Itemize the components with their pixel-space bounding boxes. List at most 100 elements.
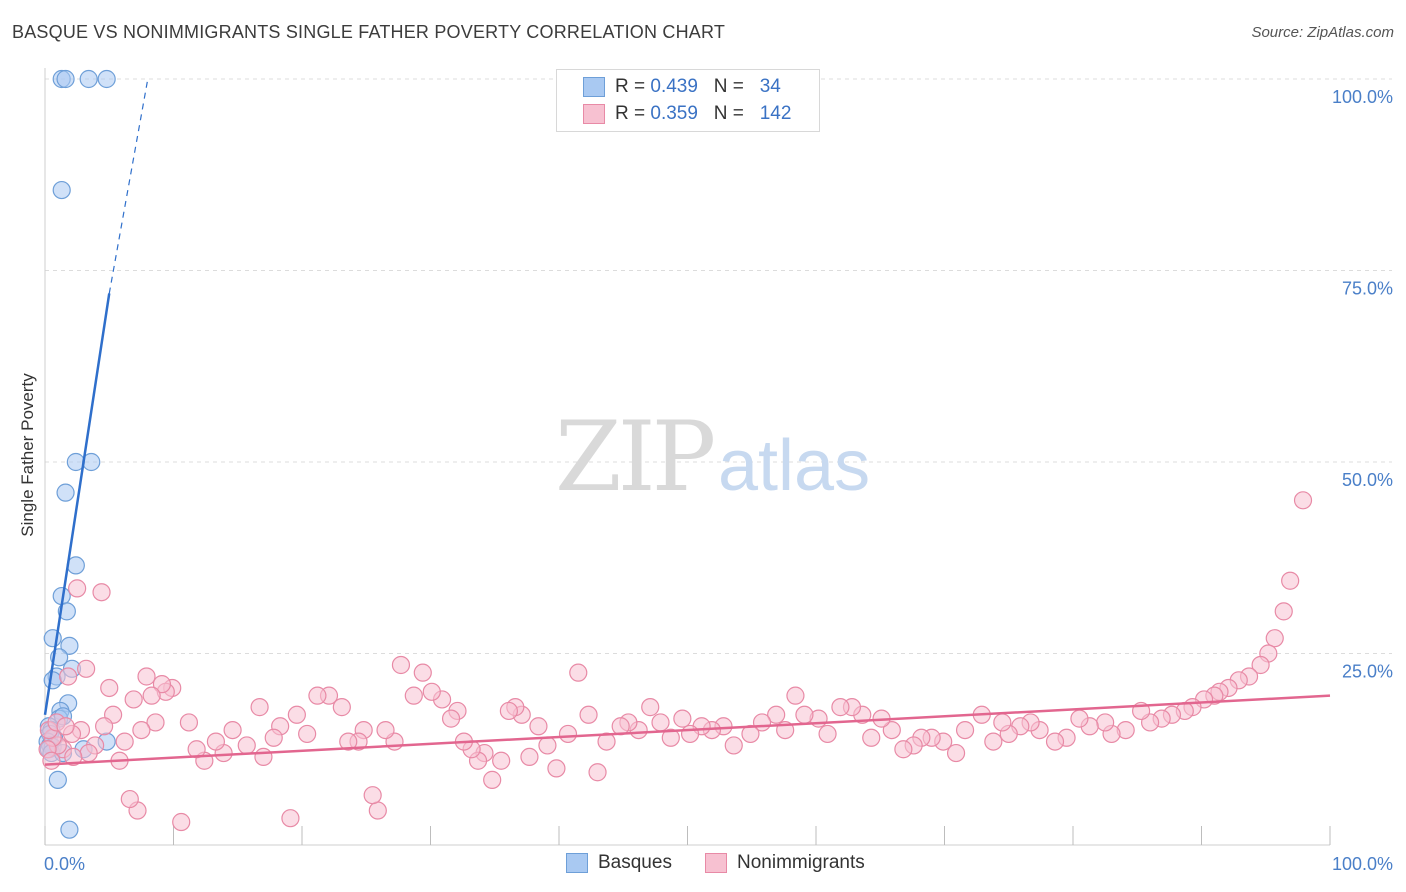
grid-lines [45,78,1392,654]
point-nonimmigrants [100,678,119,698]
point-nonimmigrants [1274,602,1293,621]
point-nonimmigrants [492,751,511,770]
point-nonimmigrants [339,732,358,751]
stats-swatch-basques [583,77,605,97]
point-nonimmigrants [250,698,269,717]
legend-swatch-nonimmigrants [705,853,727,873]
point-basques [97,69,116,89]
point-nonimmigrants [680,724,700,744]
point-nonimmigrants [831,698,850,717]
legend-label: Basques [598,852,672,873]
point-nonimmigrants [124,690,143,709]
point-nonimmigrants [818,724,837,744]
legend-swatch-basques [566,853,588,873]
point-nonimmigrants [441,709,461,728]
x-tick-label-start: 0.0% [44,854,85,874]
point-nonimmigrants [237,736,256,755]
point-nonimmigrants [795,705,814,724]
stats-swatch-nonimmigrants [583,104,605,124]
point-nonimmigrants [984,732,1003,751]
point-nonimmigrants [422,682,441,701]
point-nonimmigrants [955,720,975,740]
point-nonimmigrants [376,720,395,740]
stats-box: R = 0.439 N = 34 R = 0.359 N = 142 [556,69,820,132]
point-nonimmigrants [579,705,598,724]
series-nonimmigrants [38,491,1313,832]
point-nonimmigrants [120,789,139,809]
point-nonimmigrants [499,701,518,721]
point-nonimmigrants [1251,655,1270,675]
y-tick-label: 25.0% [1342,662,1393,682]
stats-r-label: R = [615,76,646,97]
point-nonimmigrants [413,663,432,682]
point-nonimmigrants [993,713,1012,732]
point-nonimmigrants [95,717,114,736]
point-nonimmigrants [597,732,616,751]
stats-row-basques: R = 0.439 N = 34 [557,76,819,100]
trend-line-basques-extended [108,78,149,294]
y-tick-label: 75.0% [1342,279,1393,299]
point-nonimmigrants [77,659,96,678]
point-nonimmigrants [264,728,283,747]
point-nonimmigrants [206,732,226,751]
point-nonimmigrants [1281,571,1300,590]
point-basques [56,483,75,502]
point-basques [60,636,79,655]
stats-n-label: N = [713,103,744,124]
point-basques [43,671,62,690]
point-nonimmigrants [179,713,199,732]
axes [44,68,1331,846]
point-nonimmigrants [1265,629,1284,648]
point-nonimmigrants [59,667,78,686]
point-nonimmigrants [132,720,151,740]
point-nonimmigrants [569,663,588,682]
stats-n-value: 142 [759,103,792,124]
stats-r-value: 0.359 [650,103,698,124]
stats-row-nonimmigrants: R = 0.359 N = 142 [557,103,819,127]
point-nonimmigrants [588,763,607,782]
point-nonimmigrants [115,732,134,751]
trend-line-nonimmigrants [44,694,1331,766]
point-nonimmigrants [529,717,548,736]
point-nonimmigrants [641,698,660,717]
point-nonimmigrants [79,743,98,763]
point-nonimmigrants [254,747,273,767]
point-nonimmigrants [946,743,966,763]
point-nonimmigrants [767,705,786,724]
stats-n-value: 34 [759,76,781,97]
chart-source: Source: ZipAtlas.com [1251,24,1394,41]
point-nonimmigrants [1045,732,1065,751]
point-nonimmigrants [152,675,172,694]
y-tick-label: 50.0% [1342,470,1393,490]
point-basques [56,69,75,89]
tick-labels: 100.0% 75.0% 50.0% 25.0% 0.0% 100.0% [44,87,1393,874]
point-nonimmigrants [894,740,913,759]
point-nonimmigrants [1096,713,1115,732]
point-nonimmigrants [1070,709,1089,728]
point-nonimmigrants [520,747,539,767]
chart-title: BASQUE VS NONIMMIGRANTS SINGLE FATHER PO… [12,22,726,42]
point-nonimmigrants [64,747,83,767]
y-tick-label: 100.0% [1332,87,1393,107]
trend-line-basques [43,293,111,715]
trend-layer [43,78,1331,766]
point-nonimmigrants [146,713,165,732]
point-nonimmigrants [92,583,111,602]
point-nonimmigrants [391,655,411,675]
point-basques [79,69,98,89]
point-nonimmigrants [547,759,566,778]
watermark-atlas: atlas [718,426,870,506]
point-nonimmigrants [741,724,760,744]
watermark-zip: ZIP [555,401,714,513]
point-basques [52,180,71,200]
point-nonimmigrants [308,686,327,705]
legend-label: Nonimmigrants [737,852,865,873]
stats-r-label: R = [615,103,646,124]
point-nonimmigrants [724,736,743,755]
stats-r-value: 0.439 [650,76,698,97]
point-basques [48,770,67,789]
point-nonimmigrants [298,724,317,744]
point-nonimmigrants [142,686,161,705]
point-nonimmigrants [661,728,680,747]
point-nonimmigrants [368,801,387,820]
